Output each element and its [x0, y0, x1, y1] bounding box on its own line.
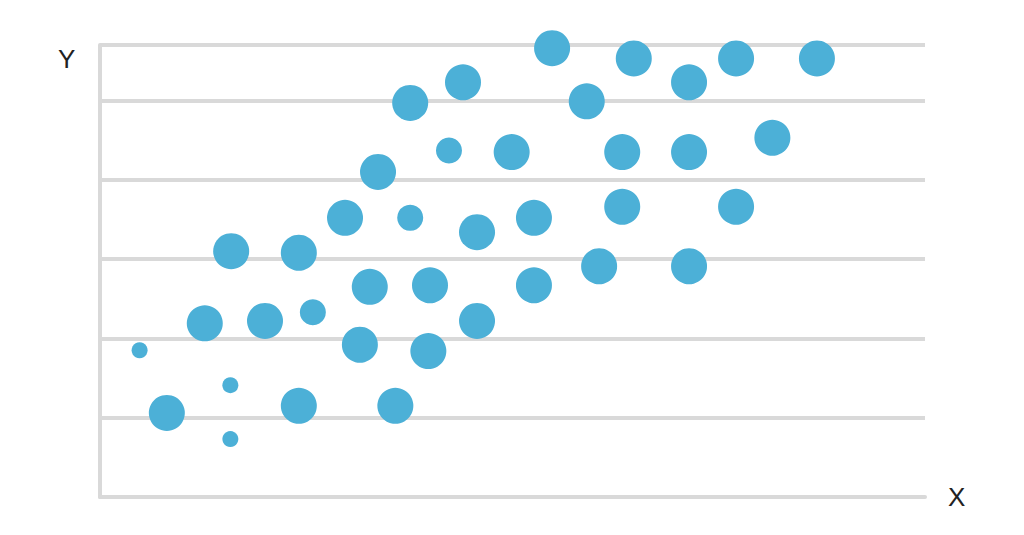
svg-text:Y: Y [58, 44, 75, 74]
svg-text:X: X [948, 482, 965, 512]
